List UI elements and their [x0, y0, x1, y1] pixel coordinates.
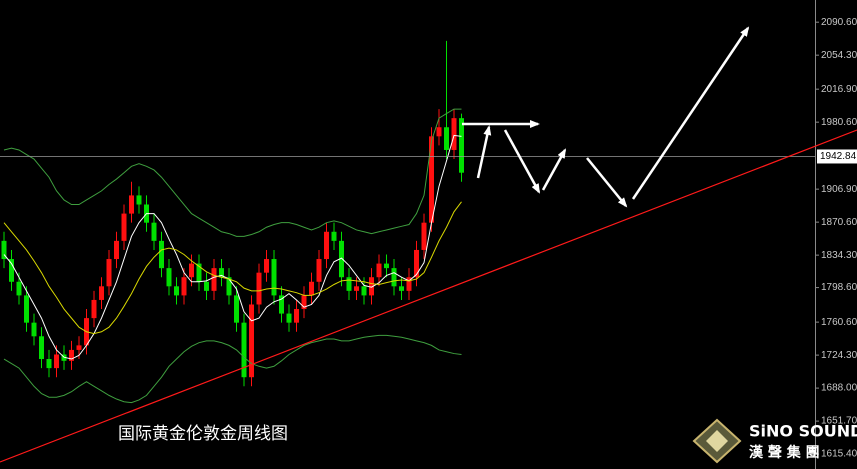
- logo: SiNO SOUND 漢 聲 集 團: [692, 418, 857, 464]
- logo-name: SiNO SOUND: [749, 422, 857, 441]
- candle-body: [39, 336, 44, 360]
- logo-icon: [706, 430, 728, 452]
- y-tick-label: 1798.60: [821, 282, 857, 293]
- current-price-label: 1942.84: [820, 151, 857, 162]
- candle-body: [346, 277, 352, 291]
- candle-body: [159, 240, 164, 269]
- candle-body: [46, 359, 52, 369]
- y-tick-label: 1615.40: [821, 449, 857, 460]
- candle-body: [151, 222, 157, 241]
- candle-body: [16, 281, 22, 296]
- candle-body: [9, 259, 14, 282]
- logo-subtitle: 漢 聲 集 團: [749, 444, 820, 461]
- indicator-line: [3, 108, 462, 237]
- candle-body: [369, 277, 374, 296]
- candle-body: [436, 127, 442, 137]
- candle-body: [316, 259, 322, 282]
- candle-body: [286, 313, 292, 323]
- forecast-arrows: [462, 26, 750, 208]
- candle-body: [376, 263, 382, 278]
- candle-body: [421, 222, 427, 250]
- candle-body: [249, 304, 254, 378]
- chart-title: 国际黄金伦敦金周线图: [118, 424, 288, 444]
- candle-body: [331, 231, 337, 241]
- candle-body: [391, 268, 397, 287]
- candle-body: [114, 240, 119, 260]
- candle-body: [1, 240, 7, 260]
- indicator-line: [3, 334, 462, 404]
- y-tick-label: 2054.30: [821, 50, 857, 61]
- candle-body: [99, 286, 104, 300]
- candle-body: [309, 281, 314, 296]
- trend-line: [0, 129, 857, 463]
- candle-body: [429, 136, 434, 223]
- candle-body: [136, 195, 142, 205]
- candle-body: [166, 268, 172, 287]
- candle-body: [414, 249, 419, 278]
- candle-body: [226, 277, 232, 296]
- candle-body: [31, 322, 37, 337]
- candle-body: [54, 354, 59, 369]
- candle-body: [69, 349, 74, 361]
- y-tick-label: 1688.00: [821, 383, 857, 394]
- candle-body: [324, 231, 329, 260]
- candle-body: [451, 118, 457, 150]
- candle-body: [399, 286, 404, 291]
- y-tick-label: 2016.90: [821, 84, 857, 95]
- current-price-box: [817, 149, 857, 164]
- candle-body: [264, 259, 269, 273]
- candle-body: [76, 345, 82, 350]
- candle-body: [294, 309, 299, 323]
- indicator-line: [3, 201, 462, 335]
- candle-body: [361, 286, 367, 296]
- candle-body: [219, 268, 224, 278]
- candle-body: [271, 259, 277, 296]
- candle-body: [121, 213, 127, 241]
- candle-body: [234, 295, 239, 323]
- arrow: [476, 125, 492, 179]
- candle-body: [211, 268, 217, 291]
- candle-body: [181, 277, 187, 296]
- y-tick-label: 1980.60: [821, 117, 857, 128]
- candle-body: [174, 286, 179, 296]
- arrow: [586, 157, 628, 208]
- y-tick-label: 1834.30: [821, 250, 857, 261]
- arrow: [503, 129, 541, 194]
- indicator-line: [3, 134, 462, 360]
- candle-body: [24, 295, 29, 323]
- plot-area: 2090.60 2054.30 2016.90 1980.60 1906.90 1870.…: [0, 17, 857, 460]
- candle-body: [406, 277, 412, 291]
- candle-body: [384, 263, 389, 269]
- y-tick-label: 1651.70: [821, 416, 857, 427]
- y-tick-label: 1760.60: [821, 317, 857, 328]
- arrow: [541, 148, 567, 191]
- candle-body: [204, 281, 209, 291]
- candle-body: [196, 263, 202, 282]
- candle-body: [129, 195, 134, 214]
- y-tick-label: 1724.30: [821, 350, 857, 361]
- arrow: [631, 26, 750, 200]
- candle-body: [241, 322, 247, 378]
- candle-body: [444, 127, 449, 150]
- candle-body: [91, 299, 97, 319]
- candle-body: [189, 263, 194, 278]
- candle-body: [339, 240, 344, 278]
- candle-body: [354, 286, 359, 291]
- candle-body: [459, 118, 464, 173]
- candle-body: [279, 295, 284, 314]
- y-tick-label: 1870.60: [821, 217, 857, 228]
- candle-body: [106, 259, 112, 287]
- y-tick-label: 2090.60: [821, 17, 857, 28]
- candle-body: [256, 272, 262, 305]
- candle-body: [301, 295, 307, 310]
- y-tick-label: 1906.90: [821, 184, 857, 195]
